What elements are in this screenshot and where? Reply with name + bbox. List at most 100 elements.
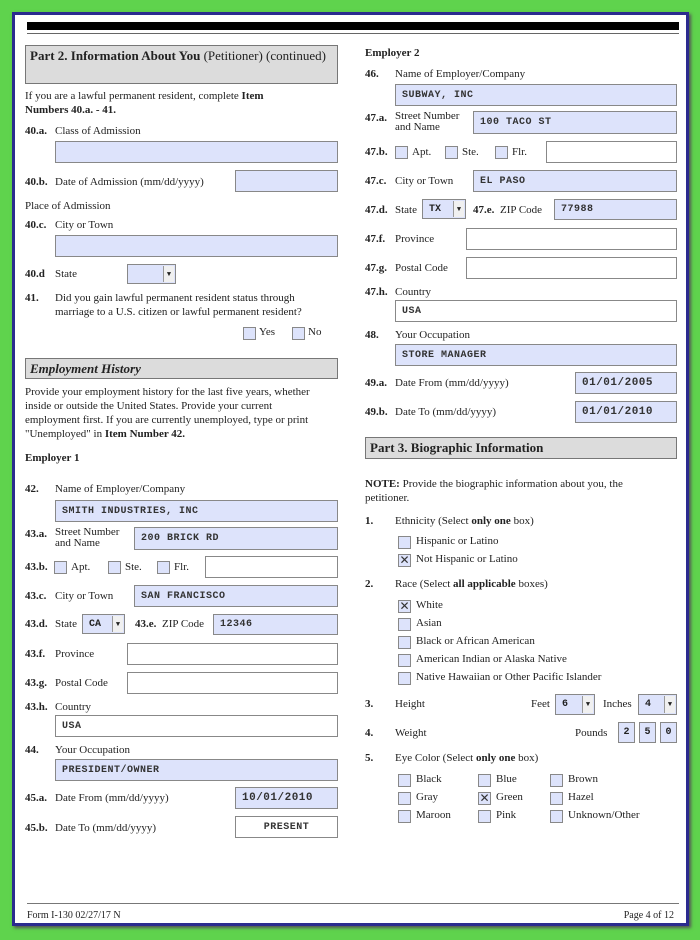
race-checkbox[interactable]	[398, 672, 411, 685]
eyes-checkbox[interactable]	[398, 774, 411, 787]
eyes-checkbox[interactable]	[478, 774, 491, 787]
employer-1-state-select[interactable]: CA ▼	[82, 614, 125, 634]
employer-1-occupation-input[interactable]: PRESIDENT/OWNER	[55, 759, 338, 781]
eyes-checkbox[interactable]	[550, 774, 563, 787]
employer-1-postal-input[interactable]	[127, 672, 338, 694]
eyes-option-label: Blue	[496, 773, 517, 785]
q49b-number: 49.b.	[365, 406, 388, 418]
q2-label: Race (Select all applicable boxes)	[395, 578, 548, 590]
employment-text-3: employment first. If you are currently u…	[25, 414, 309, 426]
q43d-label: State	[55, 618, 77, 630]
admission-city-input[interactable]	[55, 235, 338, 257]
eyes-option-label: Maroon	[416, 809, 451, 821]
pounds-digit-2[interactable]: 5	[639, 722, 656, 743]
dropdown-arrow-icon: ▼	[664, 696, 675, 713]
employer-1-apt-checkbox[interactable]	[54, 561, 67, 574]
employer-1-date-to-input[interactable]: PRESENT	[235, 816, 338, 838]
employer-1-flr-checkbox[interactable]	[157, 561, 170, 574]
q5-label: Eye Color (Select only one box)	[395, 752, 539, 764]
q40c-number: 40.c.	[25, 219, 47, 231]
q47h-label: Country	[395, 286, 432, 298]
eth-checkbox[interactable]: ✕	[398, 553, 411, 567]
note-text: NOTE: Provide the biographic information…	[365, 478, 623, 490]
eyes-checkbox[interactable]	[550, 810, 563, 823]
eyes-checkbox[interactable]	[398, 792, 411, 805]
q41-label-1: Did you gain lawful permanent resident s…	[55, 292, 295, 304]
employer-1-date-from-input[interactable]: 10/01/2010	[235, 787, 338, 809]
q47g-label: Postal Code	[395, 262, 448, 274]
dropdown-arrow-icon: ▼	[453, 201, 464, 217]
q45a-label: Date From (mm/dd/yyyy)	[55, 792, 169, 804]
height-inches-select[interactable]: 4 ▼	[638, 694, 677, 715]
employer-1-zip-input[interactable]: 12346	[213, 614, 338, 635]
no-checkbox[interactable]	[292, 327, 305, 340]
q43e-number: 43.e.	[135, 618, 157, 630]
q47d-label: State	[395, 204, 417, 216]
eyes-checkbox[interactable]: ✕	[478, 791, 491, 805]
employer-2-apt-checkbox[interactable]	[395, 146, 408, 159]
race-checkbox[interactable]	[398, 636, 411, 649]
eyes-checkbox[interactable]	[398, 810, 411, 823]
eth-checkbox[interactable]	[398, 536, 411, 549]
q47d-number: 47.d.	[365, 204, 388, 216]
eyes-option-label: Pink	[496, 809, 517, 821]
employer-1-country-input[interactable]: USA	[55, 715, 338, 737]
race-option-label: Black or African American	[416, 635, 535, 647]
employer-2-unit-input[interactable]	[546, 141, 677, 163]
feet-label: Feet	[531, 698, 550, 710]
employer-2-postal-input[interactable]	[466, 257, 677, 279]
intro-text-2: Numbers 40.a. - 41.	[25, 104, 117, 116]
q43a-label: Street Number and Name	[55, 526, 120, 549]
race-checkbox[interactable]	[398, 618, 411, 631]
employer-1-unit-input[interactable]	[205, 556, 338, 578]
employer-2-street-input[interactable]: 100 TACO ST	[473, 111, 677, 134]
employer-2-date-from-input[interactable]: 01/01/2005	[575, 372, 677, 394]
eyes-checkbox[interactable]	[550, 792, 563, 805]
employer-1-name-input[interactable]: SMITH INDUSTRIES, INC	[55, 500, 338, 522]
employer-2-province-input[interactable]	[466, 228, 677, 250]
employer-2-ste-checkbox[interactable]	[445, 146, 458, 159]
q43f-number: 43.f.	[25, 648, 46, 660]
eyes-option-label: Black	[416, 773, 442, 785]
q45b-label: Date To (mm/dd/yyyy)	[55, 822, 157, 834]
employer-2-occupation-input[interactable]: STORE MANAGER	[395, 344, 677, 366]
employer-2-zip-input[interactable]: 77988	[554, 199, 677, 220]
employer-2-flr-checkbox[interactable]	[495, 146, 508, 159]
race-option-label: Asian	[416, 617, 442, 629]
yes-checkbox[interactable]	[243, 327, 256, 340]
yes-label: Yes	[259, 326, 276, 338]
q47c-label: City or Town	[395, 175, 454, 187]
flr-label: Flr.	[512, 146, 527, 158]
form-id: Form I-130 02/27/17 N	[27, 910, 121, 921]
class-of-admission-input[interactable]	[55, 141, 338, 163]
employer-2-name-input[interactable]: SUBWAY, INC	[395, 84, 677, 106]
pounds-digit-1[interactable]: 2	[618, 722, 635, 743]
q47a-label: Street Number and Name	[395, 110, 460, 133]
employer-1-city-input[interactable]: SAN FRANCISCO	[134, 585, 338, 607]
q47a-number: 47.a.	[365, 112, 387, 124]
q47h-number: 47.h.	[365, 286, 388, 298]
top-rule-thin	[27, 33, 679, 34]
height-feet-select[interactable]: 6 ▼	[555, 694, 595, 715]
employer-1-province-input[interactable]	[127, 643, 338, 665]
q2-number: 2.	[365, 578, 374, 590]
eyes-checkbox[interactable]	[478, 810, 491, 823]
race-checkbox[interactable]	[398, 654, 411, 667]
employer-1-ste-checkbox[interactable]	[108, 561, 121, 574]
pounds-digit-3[interactable]: 0	[660, 722, 677, 743]
pounds-label: Pounds	[575, 727, 608, 739]
no-label: No	[308, 326, 322, 338]
part3-header: Part 3. Biographic Information	[365, 437, 677, 459]
admission-state-select[interactable]: ▼	[127, 264, 176, 284]
q3-number: 3.	[365, 698, 374, 710]
form-page: Part 2. Information About You (Petitione…	[12, 12, 689, 926]
employer-2-city-input[interactable]: EL PASO	[473, 170, 677, 192]
date-of-admission-input[interactable]	[235, 170, 338, 192]
q43h-label: Country	[55, 701, 92, 713]
employer-2-date-to-input[interactable]: 01/01/2010	[575, 401, 677, 423]
employer-2-state-select[interactable]: TX ▼	[422, 199, 466, 219]
employer-1-street-input[interactable]: 200 BRICK RD	[134, 527, 338, 550]
race-checkbox[interactable]: ✕	[398, 599, 411, 613]
employer-2-country-input[interactable]: USA	[395, 300, 677, 322]
q47g-number: 47.g.	[365, 262, 387, 274]
